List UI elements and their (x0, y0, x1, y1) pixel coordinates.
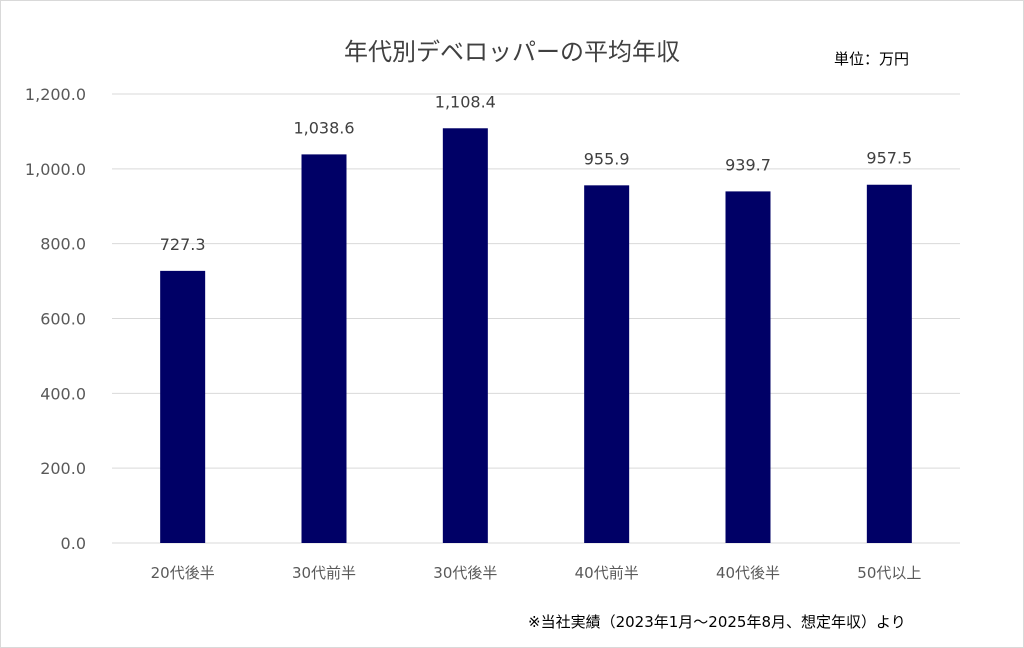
data-label: 957.5 (866, 149, 912, 168)
data-label: 727.3 (160, 235, 206, 254)
data-label: 1,108.4 (435, 92, 496, 111)
x-axis-ticks: 20代後半 30代前半 30代後半 40代前半 40代後半 50代以上 (151, 564, 922, 582)
bar (160, 270, 206, 543)
y-tick-label: 200.0 (40, 459, 86, 478)
y-tick-label: 400.0 (40, 384, 86, 403)
y-tick-label: 1,000.0 (25, 160, 86, 179)
x-tick-label: 30代後半 (433, 564, 497, 582)
x-tick-label: 20代後半 (151, 564, 215, 582)
bar (301, 154, 347, 543)
chart-title: 年代別デベロッパーの平均年収 (344, 38, 680, 66)
x-tick-label: 50代以上 (857, 564, 921, 582)
unit-label: 単位：万円 (834, 50, 910, 68)
y-tick-label: 800.0 (40, 235, 86, 254)
data-labels: 727.3 1,038.6 1,108.4 955.9 939.7 957.5 (160, 92, 912, 254)
bar (866, 184, 912, 543)
bars (160, 128, 912, 544)
gridlines (112, 93, 960, 544)
y-tick-label: 0.0 (61, 534, 86, 553)
x-tick-label: 30代前半 (292, 564, 356, 582)
bar (725, 191, 771, 544)
x-tick-label: 40代前半 (575, 564, 639, 582)
data-label: 955.9 (584, 149, 630, 168)
bar (442, 128, 488, 543)
source-note: ※当社実績（2023年1月～2025年8月、想定年収）より (528, 613, 906, 631)
data-label: 1,038.6 (293, 118, 354, 137)
x-tick-label: 40代後半 (716, 564, 780, 582)
bar (584, 185, 630, 543)
y-tick-label: 1,200.0 (25, 85, 86, 104)
y-tick-label: 600.0 (40, 310, 86, 329)
y-axis-ticks: 0.0 200.0 400.0 600.0 800.0 1,000.0 1,200.0 (25, 85, 86, 553)
data-label: 939.7 (725, 155, 771, 174)
